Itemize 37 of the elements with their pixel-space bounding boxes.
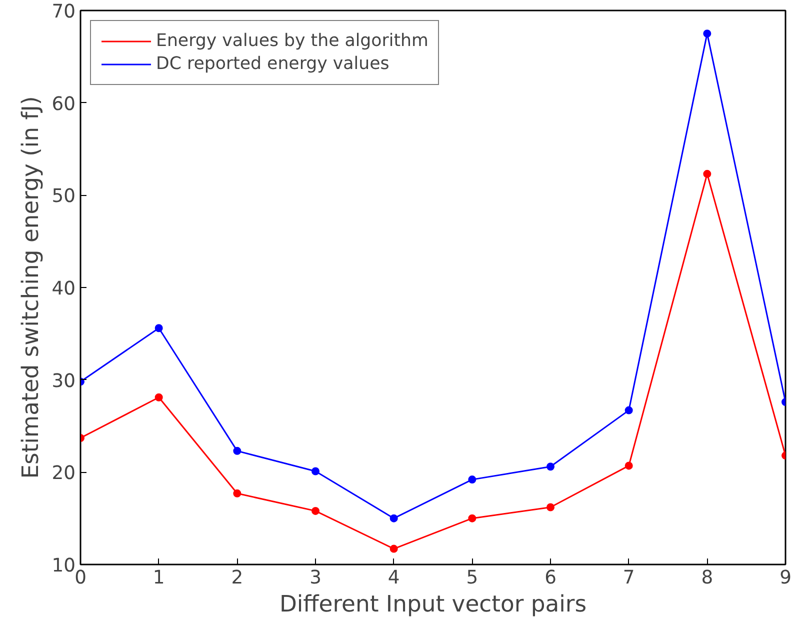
x-axis-title: Different Input vector pairs — [279, 592, 587, 618]
y-tick-label: 40 — [52, 278, 76, 300]
y-tick-label: 20 — [52, 463, 76, 484]
point — [312, 467, 320, 476]
point — [703, 170, 712, 178]
point — [154, 324, 163, 332]
point — [233, 489, 242, 498]
y-tick-label: 30 — [52, 370, 76, 392]
point — [703, 30, 712, 38]
point — [390, 514, 398, 522]
y-tick-label: 70 — [52, 2, 76, 22]
point — [312, 506, 320, 515]
y-tick-label: 10 — [52, 556, 76, 576]
x-tick-label: 2 — [231, 568, 244, 588]
y-tick-label: 60 — [52, 94, 76, 115]
point — [233, 446, 242, 455]
x-tick-label: 3 — [310, 568, 322, 588]
y-tick-label: 50 — [52, 186, 76, 208]
point — [154, 393, 163, 402]
point — [546, 462, 554, 471]
point — [468, 476, 476, 484]
point — [390, 544, 398, 553]
y-axis-title: Estimated switching energy (in fJ) — [18, 96, 44, 479]
x-tick-label: 4 — [388, 568, 400, 588]
legend-label: Energy values by the algorithm — [156, 31, 428, 51]
point — [624, 462, 633, 470]
point — [468, 514, 476, 522]
point — [546, 503, 554, 512]
point — [624, 406, 633, 414]
x-tick-label: 7 — [622, 568, 635, 588]
x-tick-label: 9 — [780, 568, 792, 588]
x-tick-label: 1 — [152, 568, 165, 588]
x-tick-label: 8 — [701, 568, 714, 588]
x-tick-label: 0 — [74, 568, 86, 588]
legend-label: DC reported energy values — [156, 54, 390, 74]
x-tick-label: 6 — [544, 568, 556, 588]
x-tick-label: 5 — [466, 568, 478, 588]
